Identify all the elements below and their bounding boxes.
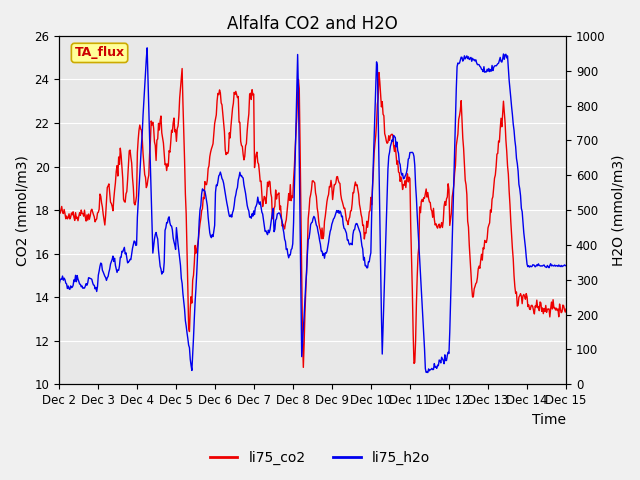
Title: Alfalfa CO2 and H2O: Alfalfa CO2 and H2O [227,15,398,33]
Y-axis label: H2O (mmol/m3): H2O (mmol/m3) [611,155,625,266]
Text: TA_flux: TA_flux [74,47,125,60]
Legend: li75_co2, li75_h2o: li75_co2, li75_h2o [204,445,436,471]
X-axis label: Time: Time [532,413,566,427]
Y-axis label: CO2 (mmol/m3): CO2 (mmol/m3) [15,155,29,265]
